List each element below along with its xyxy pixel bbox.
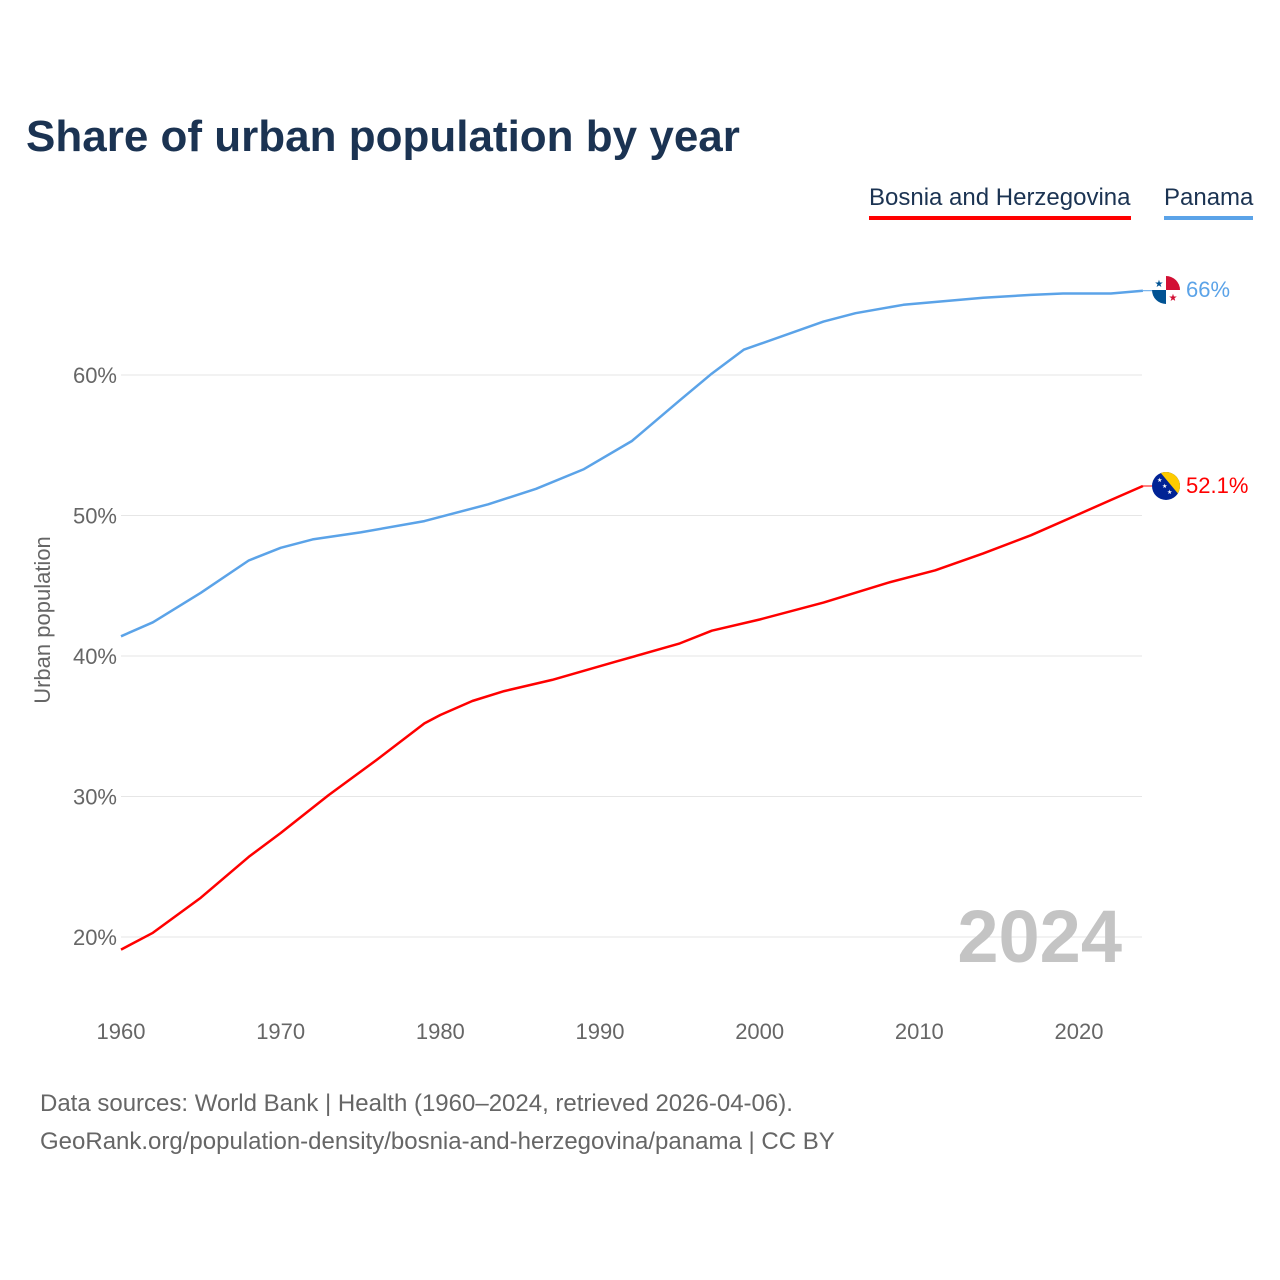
y-tick-label: 50%: [73, 504, 117, 529]
footer-sources: Data sources: World Bank | Health (1960–…: [40, 1090, 793, 1117]
bosnia-end-label: 52.1%: [1186, 473, 1248, 498]
series-line-bosnia: [120, 484, 1144, 951]
panama-end-label: 66%: [1186, 277, 1230, 302]
x-tick-label: 1970: [256, 1019, 305, 1044]
y-axis-label: Urban population: [30, 536, 55, 704]
chart-title: Share of urban population by year: [26, 112, 740, 161]
x-tick-label: 2010: [895, 1019, 944, 1044]
legend-panama[interactable]: Panama: [1164, 184, 1254, 220]
y-tick-label: 40%: [73, 644, 117, 669]
footer-link[interactable]: GeoRank.org/population-density/bosnia-an…: [40, 1128, 835, 1155]
x-tick-label: 1960: [97, 1019, 146, 1044]
panama-flag-icon: ★ ★: [1152, 276, 1180, 304]
svg-text:★: ★: [1157, 477, 1162, 484]
x-tick-label: 1990: [576, 1019, 625, 1044]
x-tick-label: 1980: [416, 1019, 465, 1044]
svg-text:★: ★: [1169, 293, 1178, 304]
series-line-panama: [120, 289, 1144, 638]
x-tick-label: 2020: [1055, 1019, 1104, 1044]
legend-bosnia[interactable]: Bosnia and Herzegovina: [869, 184, 1131, 220]
svg-text:★: ★: [1167, 489, 1172, 496]
year-watermark: 2024: [957, 895, 1122, 978]
bosnia-flag-icon: ★ ★ ★: [1152, 472, 1180, 500]
x-tick-label: 2000: [735, 1019, 784, 1044]
y-tick-label: 30%: [73, 785, 117, 810]
svg-text:★: ★: [1155, 279, 1164, 290]
y-tick-label: 20%: [73, 925, 117, 950]
svg-text:★: ★: [1162, 483, 1167, 490]
y-tick-label: 60%: [73, 363, 117, 388]
